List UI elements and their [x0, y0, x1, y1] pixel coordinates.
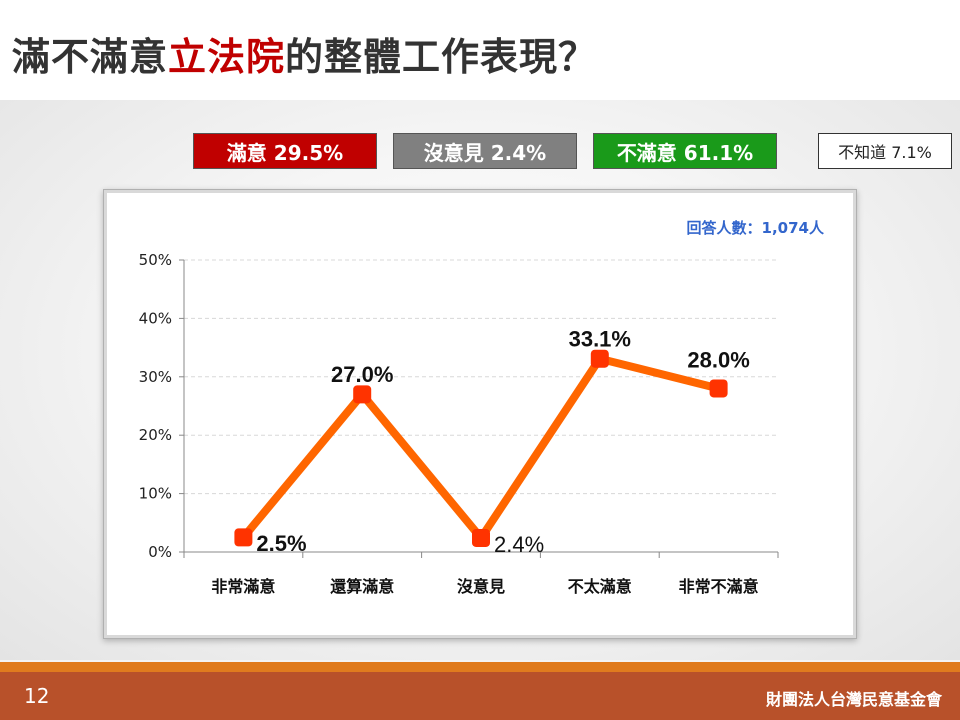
x-tick-label: 非常滿意 — [211, 577, 275, 596]
data-point — [709, 379, 728, 398]
y-tick-label: 30% — [139, 368, 172, 386]
x-tick-label: 不太滿意 — [568, 577, 632, 596]
respondents-annotation: 回答人數：1,074人 — [687, 219, 825, 237]
page-title: 滿不滿意立法院的整體工作表現？ — [12, 26, 597, 81]
title-suffix: 的整體工作表現？ — [285, 35, 598, 79]
series-line — [239, 354, 723, 542]
page-number: 12 — [24, 684, 50, 708]
data-label: 28.0% — [687, 347, 749, 372]
data-point — [234, 528, 253, 547]
summary-satisfied: 滿意 29.5% — [193, 133, 377, 169]
footer-accent-line — [0, 662, 960, 672]
data-label: 2.5% — [256, 531, 306, 556]
y-tick-label: 40% — [139, 309, 172, 327]
y-tick-label: 20% — [139, 426, 172, 444]
data-point — [590, 349, 609, 368]
y-tick-label: 10% — [139, 485, 172, 503]
line-chart: 0% 10% 20% 30% 40% 50% 非常滿意 還算滿意 沒意見 不太滿意 非常不滿意 2.5… — [139, 219, 825, 596]
title-highlight: 立法院 — [168, 35, 286, 79]
x-tick-label: 非常不滿意 — [679, 577, 759, 596]
summary-dont-know: 不知道 7.1% — [818, 133, 952, 169]
data-point — [472, 528, 490, 547]
x-tick-label: 沒意見 — [457, 577, 505, 596]
organization-name: 財團法人台灣民意基金會 — [765, 690, 942, 709]
chart-frame: 0% 10% 20% 30% 40% 50% 非常滿意 還算滿意 沒意見 不太滿意 非常不滿意 2.5… — [103, 189, 857, 639]
data-label: 33.1% — [569, 327, 631, 352]
y-tick-label: 0% — [148, 543, 172, 561]
footer: 12 財團法人台灣民意基金會 — [0, 672, 960, 720]
title-bar: 滿不滿意立法院的整體工作表現？ — [0, 0, 960, 100]
x-tick-label: 還算滿意 — [330, 577, 394, 596]
title-prefix: 滿不滿意 — [12, 35, 169, 79]
data-point — [353, 385, 372, 404]
summary-dissatisfied: 不滿意 61.1% — [593, 133, 777, 169]
data-label: 27.0% — [331, 362, 393, 387]
data-label: 2.4% — [494, 532, 544, 557]
summary-no-opinion: 沒意見 2.4% — [393, 133, 577, 169]
y-tick-label: 50% — [139, 251, 172, 269]
